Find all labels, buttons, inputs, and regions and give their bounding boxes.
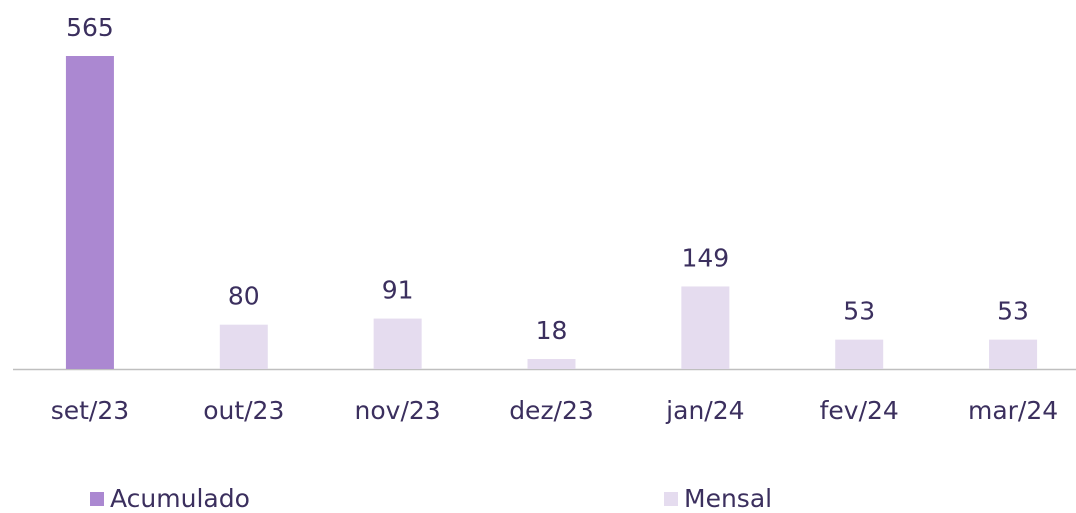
bar (527, 359, 576, 369)
bar (989, 339, 1038, 369)
x-tick-label: set/23 (51, 396, 129, 425)
bar (835, 339, 884, 369)
data-label: 53 (843, 297, 875, 326)
x-tick-label: fev/24 (820, 396, 899, 425)
data-label: 53 (997, 297, 1029, 326)
x-tick-label: mar/24 (968, 396, 1058, 425)
x-tick-label: dez/23 (509, 396, 594, 425)
x-tick-label: out/23 (203, 396, 284, 425)
data-label: 18 (536, 316, 568, 345)
bar (373, 318, 422, 369)
data-label: 80 (228, 282, 260, 311)
bar (219, 324, 268, 369)
data-label: 149 (681, 243, 729, 272)
legend-label: Acumulado (110, 484, 250, 513)
data-label: 565 (66, 13, 114, 42)
legend-swatch (90, 492, 104, 506)
data-label: 91 (382, 276, 414, 305)
bar (65, 56, 114, 369)
legend-label: Mensal (684, 484, 772, 513)
x-tick-label: jan/24 (665, 396, 744, 425)
x-tick-label: nov/23 (355, 396, 441, 425)
legend-swatch (664, 492, 678, 506)
bar (681, 286, 730, 369)
